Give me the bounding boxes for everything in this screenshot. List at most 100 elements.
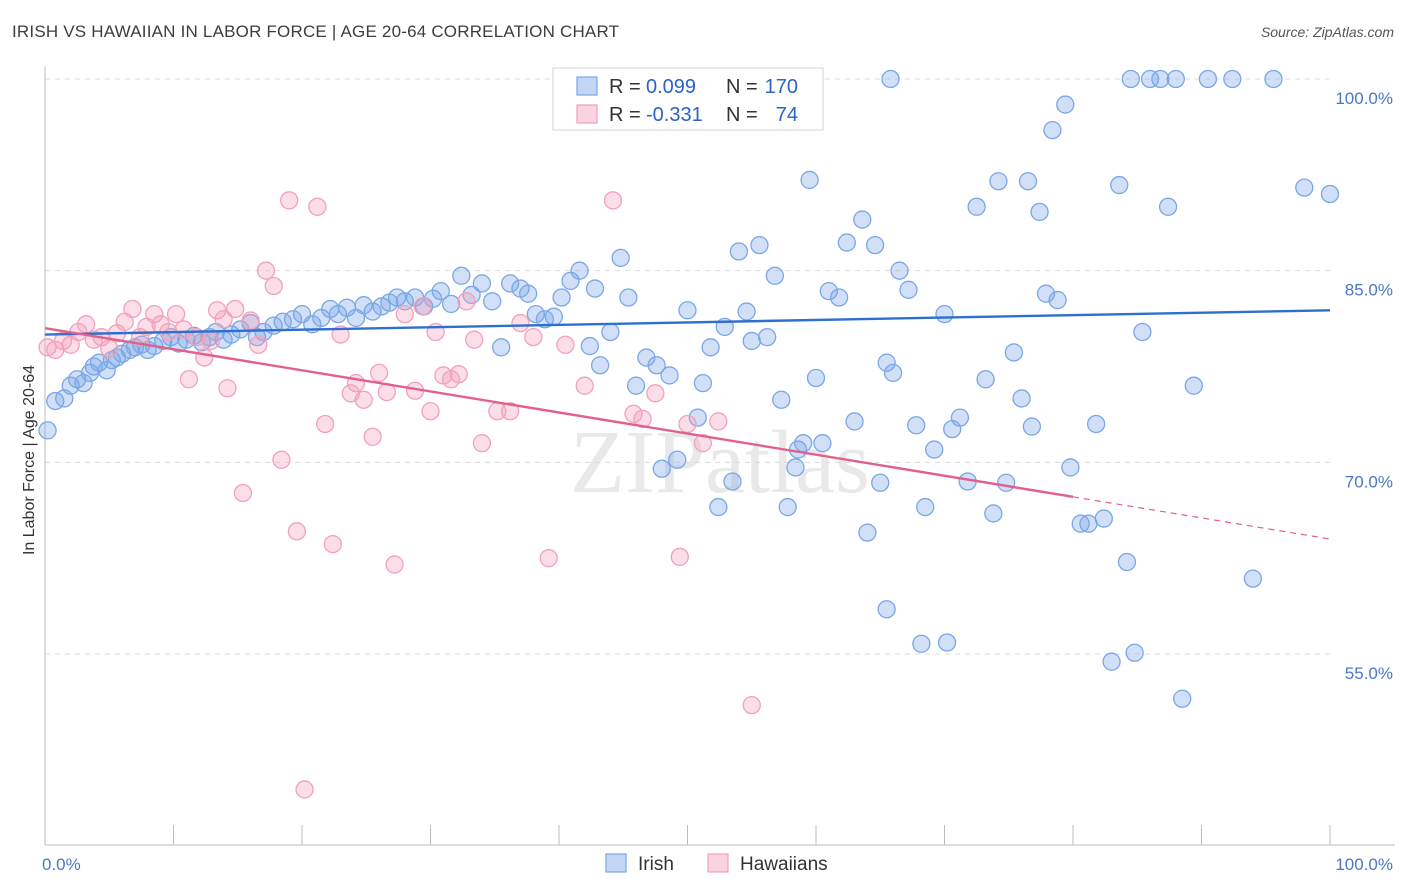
- hawaiian-trend-line: [44, 326, 1074, 499]
- axes: [44, 66, 1395, 846]
- irish-point-126: [1022, 417, 1042, 436]
- irish-point-150: [1243, 569, 1263, 588]
- irish-point-0: [38, 421, 57, 440]
- irish-point-125: [1018, 172, 1038, 191]
- hawaiian-point-54: [449, 365, 468, 384]
- hawaiian-point-68: [646, 384, 665, 403]
- irish-point-65: [561, 271, 580, 291]
- irish-point-123: [1004, 343, 1024, 362]
- irish-point-58: [501, 274, 520, 293]
- legend-n-label-1: N =: [726, 104, 758, 126]
- irish-point-101: [837, 233, 856, 252]
- hawaiian-point-50: [421, 402, 440, 421]
- irish-point-68: [585, 279, 605, 298]
- irish-point-75: [647, 356, 666, 375]
- irish-point-137: [1102, 652, 1121, 671]
- hawaiian-point-19: [179, 370, 199, 389]
- legend-box: R = 0.099 N = 170 R = -0.331 N = 74: [552, 67, 824, 131]
- irish-point-144: [1158, 197, 1178, 216]
- source-credit: Source: ZipAtlas.com: [1260, 24, 1394, 40]
- legend-frame: [552, 67, 824, 131]
- irish-point-143: [1151, 69, 1170, 89]
- y-tick-label-70: 70.0%: [1345, 472, 1393, 491]
- hawaiian-point-35: [295, 780, 314, 799]
- irish-point-60: [519, 284, 538, 303]
- irish-point-131: [1056, 95, 1075, 114]
- irish-point-70: [601, 322, 620, 342]
- irish-point-72: [619, 288, 638, 307]
- irish-point-152: [1295, 178, 1314, 197]
- y-tick-labels: 55.0% 70.0% 85.0% 100.0%: [1335, 89, 1393, 683]
- legend-swatch-0: [576, 76, 598, 96]
- hawaiian-point-29: [249, 335, 268, 354]
- irish-point-91: [765, 266, 785, 285]
- hawaiian-point-47: [395, 304, 414, 324]
- irish-point-83: [709, 497, 728, 517]
- irish-point-69: [590, 356, 610, 375]
- bottom-legend-label-1: Hawaiians: [740, 854, 828, 875]
- irish-point-122: [997, 473, 1016, 492]
- hawaiian-point-37: [315, 414, 335, 434]
- irish-point-102: [845, 412, 864, 431]
- irish-point-71: [611, 248, 630, 268]
- irish-point-85: [723, 472, 742, 491]
- irish-point-96: [800, 170, 819, 190]
- legend-swatch-1: [576, 104, 598, 124]
- irish-point-129: [1043, 120, 1062, 140]
- hawaiian-point-23: [208, 301, 227, 320]
- irish-point-100: [829, 288, 849, 307]
- irish-point-87: [737, 302, 756, 321]
- irish-point-42: [354, 296, 373, 315]
- irish-point-88: [742, 331, 761, 351]
- hawaiian-point-34: [287, 522, 307, 541]
- irish-point-119: [976, 370, 995, 389]
- hawaiian-point-17: [166, 304, 186, 324]
- hawaiian-point-49: [413, 297, 432, 316]
- irish-point-112: [916, 497, 935, 517]
- irish-point-104: [858, 523, 877, 542]
- bottom-legend-swatch-1: [707, 853, 729, 873]
- irish-point-146: [1173, 689, 1192, 708]
- y-tick-label-55: 55.0%: [1345, 664, 1393, 683]
- hawaiian-point-55: [457, 292, 476, 311]
- irish-point-156: [1121, 69, 1140, 89]
- irish-point-157: [912, 634, 931, 653]
- irish-point-52: [441, 294, 461, 314]
- legend-r-label-0: R =: [609, 76, 641, 98]
- hawaiian-point-38: [323, 534, 342, 554]
- hawaiian-point-61: [524, 327, 543, 347]
- y-axis-title: In Labor Force | Age 20-64: [21, 365, 38, 555]
- irish-point-66: [570, 261, 589, 280]
- legend-r-label-1: R =: [609, 104, 641, 126]
- hawaiian-point-44: [369, 363, 389, 383]
- irish-point-67: [580, 336, 599, 356]
- irish-point-145: [1166, 69, 1185, 89]
- irish-point-116: [950, 408, 970, 427]
- irish-point-148: [1198, 69, 1218, 89]
- x-tick-labels: 0.0% 100.0%: [42, 855, 1393, 874]
- irish-point-109: [890, 261, 909, 280]
- x-tick-label-max: 100.0%: [1335, 855, 1393, 874]
- hawaiian-point-66: [624, 404, 643, 423]
- gridlines: [45, 78, 1330, 655]
- hawaiian-point-31: [264, 276, 283, 296]
- hawaiian-point-65: [603, 191, 623, 210]
- hawaiian-point-69: [670, 547, 689, 567]
- irish-point-77: [660, 366, 679, 385]
- irish-point-121: [989, 172, 1008, 191]
- hawaiian-point-42: [354, 390, 373, 409]
- irish-point-128: [1036, 284, 1056, 303]
- irish-point-136: [1094, 509, 1113, 528]
- hawaiian-point-39: [331, 325, 350, 344]
- chart-title: IRISH VS HAWAIIAN IN LABOR FORCE | AGE 2…: [12, 22, 620, 41]
- irish-point-142: [1140, 69, 1160, 89]
- irish-point-56: [483, 292, 502, 311]
- hawaiian-point-24: [214, 310, 233, 329]
- hawaiian-point-8: [100, 339, 119, 358]
- legend-n-value-1: 74: [776, 104, 798, 126]
- x-tick-label-min: 0.0%: [42, 855, 81, 874]
- irish-point-140: [1125, 643, 1144, 662]
- hawaiian-point-56: [465, 330, 484, 349]
- irish-point-57: [492, 338, 511, 357]
